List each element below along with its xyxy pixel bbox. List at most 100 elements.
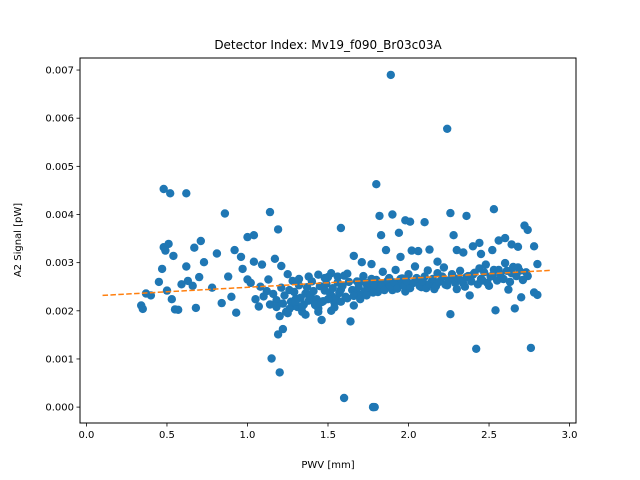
data-point <box>412 273 421 283</box>
data-point <box>510 304 519 313</box>
data-point <box>249 257 259 266</box>
data-point <box>278 324 288 334</box>
data-point <box>449 231 458 240</box>
data-point <box>488 245 497 255</box>
data-point <box>517 293 526 302</box>
data-point <box>262 286 271 296</box>
data-point <box>246 278 255 288</box>
data-point <box>317 315 326 325</box>
data-point <box>357 276 366 286</box>
data-point <box>349 251 358 261</box>
data-point <box>518 275 528 285</box>
data-point <box>349 301 358 310</box>
data-point <box>354 283 363 292</box>
data-point <box>509 262 518 272</box>
data-point <box>388 210 397 219</box>
data-point <box>470 268 479 277</box>
x-tick-label: 0.5 <box>159 430 175 441</box>
data-point <box>375 211 384 221</box>
data-point <box>492 276 502 285</box>
data-point <box>304 296 313 305</box>
x-tick-label: 0.0 <box>78 430 94 441</box>
data-point <box>309 286 318 296</box>
data-point <box>380 285 389 295</box>
data-point <box>346 317 355 326</box>
data-point <box>394 228 404 237</box>
data-point <box>169 251 178 261</box>
data-point <box>199 258 209 267</box>
data-point <box>425 245 434 254</box>
data-point <box>280 291 289 300</box>
data-point <box>323 295 333 304</box>
data-point <box>446 208 455 218</box>
data-point <box>220 209 230 218</box>
y-axis-label: A2 Signal [pW] <box>13 203 24 277</box>
data-point <box>372 180 381 189</box>
data-point <box>391 265 400 275</box>
data-point <box>500 258 510 268</box>
data-point <box>320 273 329 283</box>
y-tick-label: 0.002 <box>45 306 74 317</box>
data-point <box>327 269 336 278</box>
data-point <box>230 245 239 255</box>
data-point <box>523 225 532 235</box>
data-point <box>467 277 476 286</box>
data-point <box>472 344 481 353</box>
data-point <box>270 254 280 263</box>
data-point <box>494 236 503 245</box>
x-axis-label: PWV [mm] <box>301 460 354 471</box>
data-point <box>174 305 183 314</box>
data-point <box>232 308 241 317</box>
data-point <box>249 231 259 240</box>
plot-area <box>102 70 551 412</box>
data-point <box>191 303 201 313</box>
data-point <box>291 297 300 306</box>
data-point <box>483 278 492 288</box>
data-point <box>505 277 515 287</box>
data-point <box>275 368 284 377</box>
data-point <box>177 280 186 289</box>
data-point <box>376 231 386 240</box>
data-point <box>368 288 378 297</box>
data-point <box>446 310 455 319</box>
data-point <box>396 252 405 262</box>
x-tick-label: 2.5 <box>481 430 497 441</box>
data-point <box>161 246 170 255</box>
data-point <box>269 289 278 299</box>
data-point <box>264 275 273 284</box>
data-point <box>159 184 168 194</box>
data-point <box>513 242 523 251</box>
data-point <box>444 276 453 285</box>
fit-line <box>102 269 551 297</box>
data-point <box>452 245 461 255</box>
data-point <box>251 295 260 304</box>
data-point <box>167 295 176 304</box>
data-point <box>157 264 167 274</box>
x-tick-label: 1.0 <box>240 430 256 441</box>
y-tick-label: 0.000 <box>45 403 74 414</box>
data-point <box>489 205 499 214</box>
data-point <box>475 238 484 248</box>
y-axis: 0.000 0.001 0.002 0.003 0.004 0.005 0.006 0.007 <box>45 66 80 414</box>
data-point <box>196 236 205 246</box>
data-point <box>410 262 420 271</box>
data-point <box>465 291 474 300</box>
y-tick-label: 0.005 <box>45 162 74 173</box>
data-point <box>207 283 217 292</box>
data-point <box>533 290 542 300</box>
data-point <box>238 264 247 274</box>
data-point <box>433 257 442 266</box>
data-point <box>217 298 226 308</box>
data-point <box>396 274 405 284</box>
data-point <box>336 223 346 233</box>
data-point <box>529 242 539 251</box>
data-point <box>272 302 281 312</box>
data-point <box>138 304 147 314</box>
data-point <box>349 291 358 301</box>
data-point <box>212 249 222 258</box>
data-point <box>154 277 164 287</box>
data-point <box>418 277 428 287</box>
data-point <box>339 271 349 280</box>
